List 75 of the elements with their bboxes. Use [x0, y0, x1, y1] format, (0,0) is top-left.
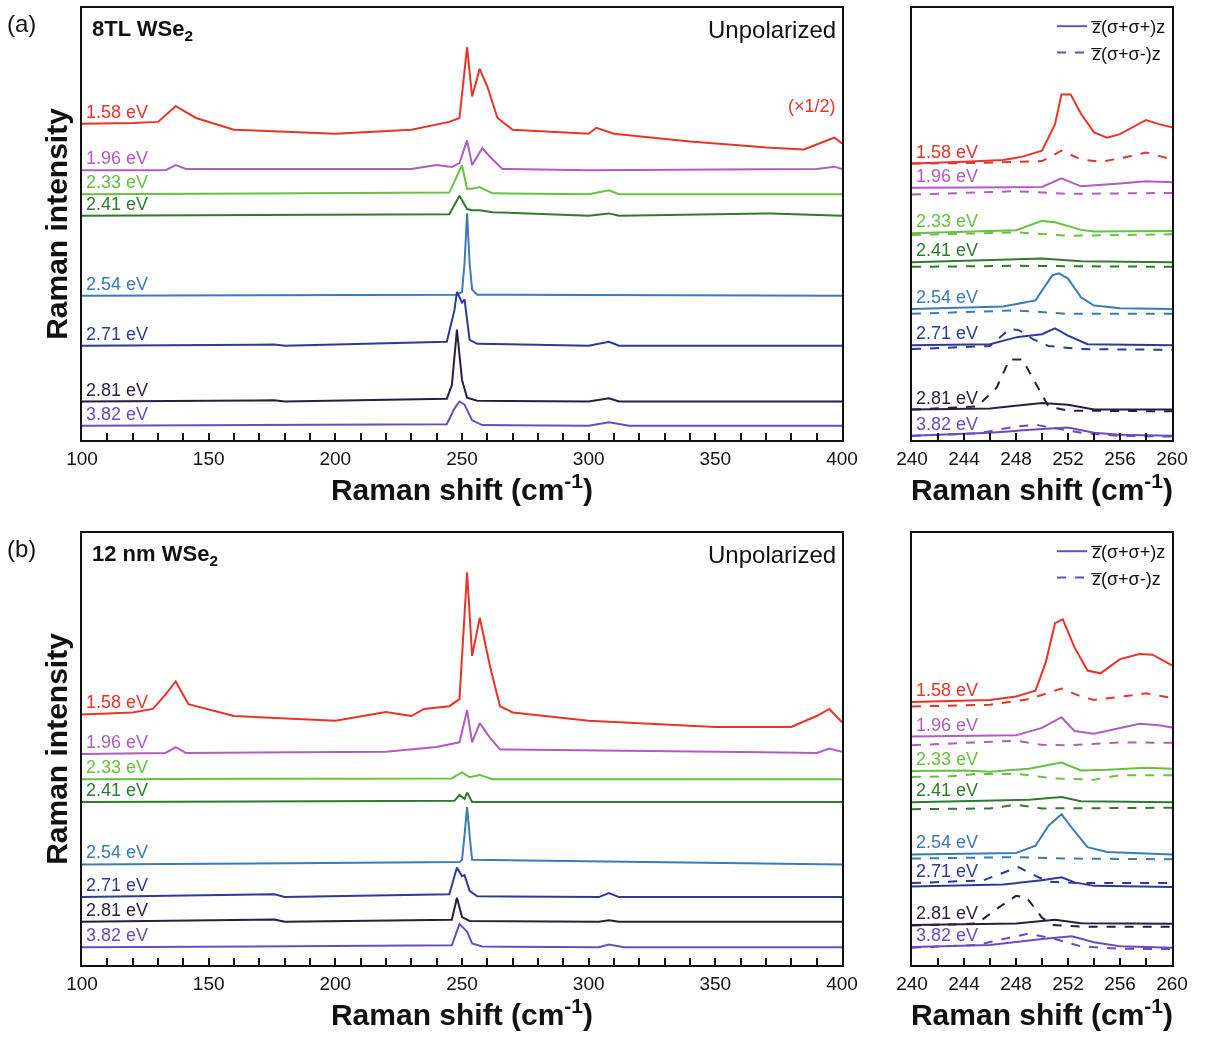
- x-tick-label: 252: [1052, 972, 1084, 994]
- annotation: 2.41 eV: [916, 240, 979, 260]
- x-tick-label: 260: [1156, 447, 1188, 469]
- x-tick-label: 100: [66, 447, 98, 469]
- x-axis-title: Raman shift (cm$^{-1}$): [330, 468, 594, 507]
- legend-label: z̅(σ+σ-)z: [1090, 568, 1161, 589]
- x-tick-label: 244: [948, 972, 981, 994]
- annotation: 2.54 eV: [916, 287, 979, 307]
- x-tick-label: 244: [948, 447, 981, 469]
- annotation: 3.82 eV: [916, 925, 979, 945]
- series-label: 3.82 eV: [86, 404, 149, 424]
- series-label: 2.33 eV: [86, 757, 149, 777]
- x-tick-label: 300: [572, 972, 605, 994]
- series-label: 2.41 eV: [86, 194, 149, 214]
- x-tick-label: 240: [896, 972, 928, 994]
- y-axis-title: Raman intensity: [39, 632, 73, 865]
- chart-title: (a): [6, 10, 37, 38]
- annotation: 2.71 eV: [916, 861, 979, 881]
- x-tick-label: 400: [826, 447, 858, 469]
- x-tick-label: 256: [1104, 447, 1136, 469]
- y-axis-title: Raman intensity: [39, 107, 73, 340]
- chart-subtitle: 8TL WSe$_{2}$: [92, 16, 194, 44]
- text: Unpolarized: [708, 16, 837, 43]
- x-tick-label: 200: [319, 972, 352, 994]
- x-tick-label: 350: [699, 447, 732, 469]
- x-tick-label: 240: [896, 447, 928, 469]
- x-tick-label: 100: [66, 972, 98, 994]
- series-label: 2.54 eV: [86, 842, 149, 862]
- x-tick-label: 200: [319, 447, 352, 469]
- annotation: 2.41 eV: [916, 780, 979, 800]
- series-label: 2.71 eV: [86, 875, 149, 895]
- chart-subtitle: 12 nm WSe$_{2}$: [92, 541, 218, 569]
- annotation: 2.71 eV: [916, 323, 979, 343]
- series-label: 1.96 eV: [86, 148, 149, 168]
- x-tick-label: 350: [699, 972, 732, 994]
- annotation: 2.81 eV: [916, 903, 979, 923]
- series-label: 2.81 eV: [86, 900, 149, 920]
- x-tick-label: 248: [1000, 447, 1032, 469]
- annotation: 1.96 eV: [916, 166, 979, 186]
- annotation: 2.81 eV: [916, 388, 979, 408]
- chart-title: (b): [6, 535, 37, 563]
- series-label: 2.81 eV: [86, 380, 149, 400]
- annotation: 3.82 eV: [916, 414, 979, 434]
- annotation: (×1/2): [788, 96, 836, 116]
- x-tick-label: 250: [446, 972, 478, 994]
- series-label: 2.71 eV: [86, 324, 149, 344]
- x-tick-label: 150: [192, 972, 225, 994]
- legend-label: z̅(σ+σ-)z: [1090, 43, 1161, 64]
- series-label: 2.54 eV: [86, 274, 149, 294]
- x-tick-label: 150: [192, 447, 225, 469]
- x-tick-label: 252: [1052, 447, 1084, 469]
- x-tick-label: 250: [446, 447, 478, 469]
- annotation: 1.58 eV: [916, 142, 979, 162]
- x-axis-title: Raman shift (cm$^{-1}$): [910, 993, 1174, 1032]
- x-tick-label: 256: [1104, 972, 1136, 994]
- text: Unpolarized: [708, 541, 837, 568]
- x-tick-label: 260: [1156, 972, 1188, 994]
- annotation: 1.58 eV: [916, 680, 979, 700]
- x-axis-title: Raman shift (cm$^{-1}$): [910, 468, 1174, 507]
- legend-label: z̅(σ+σ+)z: [1090, 17, 1166, 38]
- annotation: 2.33 eV: [916, 749, 979, 769]
- annotation: 2.33 eV: [916, 211, 979, 231]
- series-label: 1.58 eV: [86, 102, 149, 122]
- series-label: 1.96 eV: [86, 732, 149, 752]
- annotation: 1.96 eV: [916, 715, 979, 735]
- series-label: 1.58 eV: [86, 692, 149, 712]
- x-axis-title: Raman shift (cm$^{-1}$): [330, 993, 594, 1032]
- series-label: 2.33 eV: [86, 172, 149, 192]
- series-label: 3.82 eV: [86, 925, 149, 945]
- x-tick-label: 300: [572, 447, 605, 469]
- x-tick-label: 248: [1000, 972, 1032, 994]
- series-label: 2.41 eV: [86, 780, 149, 800]
- x-tick-label: 400: [826, 972, 858, 994]
- legend-label: z̅(σ+σ+)z: [1090, 542, 1166, 563]
- annotation: 2.54 eV: [916, 832, 979, 852]
